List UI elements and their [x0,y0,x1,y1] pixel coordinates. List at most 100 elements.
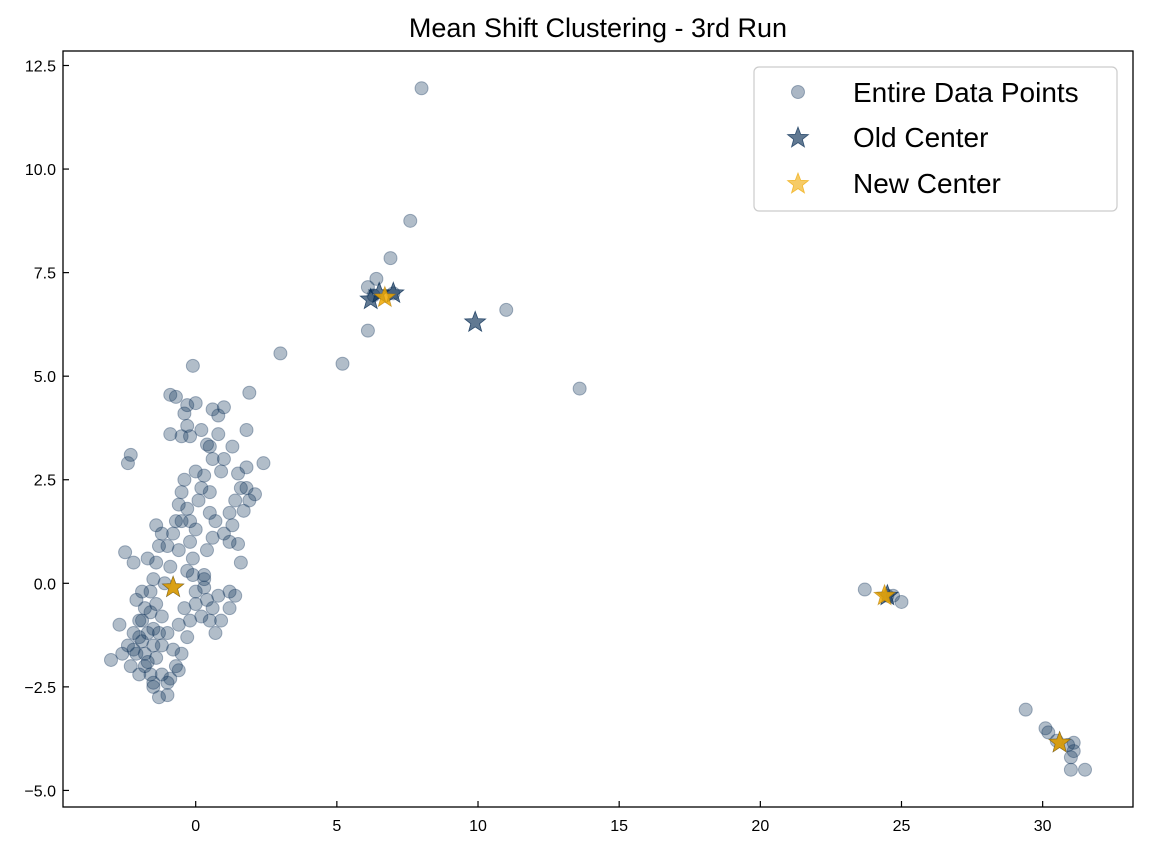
data-point [185,551,200,566]
data-point [205,452,220,467]
data-point [149,555,164,570]
data-point [118,545,133,560]
y-tick-label: 7.5 [34,266,56,283]
data-point [188,522,203,537]
data-point [174,646,189,661]
data-point [126,626,141,641]
legend-marker-entire-data-points [791,85,805,99]
data-point [1066,744,1081,759]
data-point [183,429,198,444]
data-point [180,630,195,645]
data-point [225,518,240,533]
data-point [123,447,138,462]
data-point [171,617,186,632]
data-point [174,485,189,500]
x-tick-label: 25 [893,818,911,835]
data-point [228,493,243,508]
data-point [1063,750,1078,765]
legend-label-new-center: New Center [853,168,1001,199]
x-axis: 0 5 10 15 20 25 30 [191,801,1052,835]
y-tick-label: 0.0 [34,576,56,593]
data-point [572,381,587,396]
legend-marker-new-center [786,171,810,194]
data-point [160,675,175,690]
data-point [239,423,254,438]
x-tick-label: 30 [1034,818,1052,835]
data-point [197,468,212,483]
y-tick-label: −5.0 [24,783,56,800]
data-point [222,601,237,616]
data-point [214,464,229,479]
data-point [202,505,217,520]
y-axis: −5.0 −2.5 0.0 2.5 5.0 7.5 10.0 12.5 [24,58,69,800]
data-point [183,534,198,549]
data-point [222,534,237,549]
data-point [140,655,155,670]
data-point [135,613,150,628]
data-point [140,551,155,566]
data-point [120,456,135,471]
data-point [154,638,169,653]
data-point [146,675,161,690]
data-point [233,481,248,496]
data-point [1063,762,1078,777]
data-point [188,464,203,479]
data-point [499,302,514,317]
data-point [154,667,169,682]
new-center-star [873,583,897,606]
y-tick-label: 5.0 [34,369,56,386]
y-tick-label: 10.0 [25,162,56,179]
data-point [180,398,195,413]
data-point [154,526,169,541]
data-point [199,543,214,558]
data-point [120,638,135,653]
data-point [135,584,150,599]
data-point [151,690,166,705]
data-point [222,505,237,520]
data-point [166,526,181,541]
data-point [177,472,192,487]
data-point [171,543,186,558]
data-point [239,460,254,475]
data-point [214,613,229,628]
legend-box [753,66,1118,212]
data-point [163,671,178,686]
data-points-layer [103,81,1093,777]
data-point [146,621,161,636]
data-point [103,652,118,667]
data-point [222,584,237,599]
data-point [185,358,200,373]
data-point [199,592,214,607]
data-point [180,563,195,578]
legend: Entire Data Points Old Center New Center [753,66,1118,212]
data-point [174,429,189,444]
data-point [857,582,872,597]
data-point [123,659,138,674]
data-point [1078,762,1093,777]
data-point [160,688,175,703]
data-point [129,646,144,661]
data-point [197,580,212,595]
data-point [197,572,212,587]
data-point [242,493,257,508]
data-point [160,626,175,641]
data-point [199,437,214,452]
data-point [239,481,254,496]
data-point [180,418,195,433]
data-point [202,485,217,500]
old-center-layer [161,281,1072,753]
data-point [146,679,161,694]
data-point [208,514,223,529]
data-point [202,613,217,628]
data-point [146,638,161,653]
data-point [228,588,243,603]
data-point [197,568,212,583]
data-point [126,642,141,657]
data-point [191,493,206,508]
data-point [211,408,226,423]
new-center-layer [161,285,1072,753]
data-point [166,642,181,657]
chart-title: Mean Shift Clustering - 3rd Run [409,13,787,43]
plot-frame [62,50,1134,808]
